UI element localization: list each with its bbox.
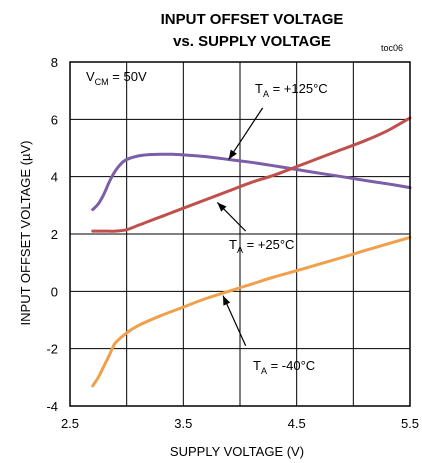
arrow-25c-head bbox=[217, 202, 227, 212]
series-label-25c: TA = +25°C bbox=[229, 237, 294, 255]
y-axis-label: INPUT OFFSET VOLTAGE (µV) bbox=[18, 141, 33, 326]
arrow-minus40c-head bbox=[223, 295, 231, 306]
x-tick-label: 5.5 bbox=[401, 416, 419, 431]
y-tick-label: 6 bbox=[51, 112, 58, 127]
x-tick-label: 2.5 bbox=[61, 416, 79, 431]
y-tick-label: -4 bbox=[46, 399, 58, 414]
x-axis-label: SUPPLY VOLTAGE (V) bbox=[170, 444, 304, 459]
y-tick-label: 4 bbox=[51, 170, 58, 185]
series-line-minus40c bbox=[91, 235, 412, 388]
figure-code: toc06 bbox=[381, 43, 403, 53]
chart-title-line-2: vs. SUPPLY VOLTAGE bbox=[173, 33, 331, 50]
grid bbox=[69, 61, 411, 407]
arrow-125c-line bbox=[228, 107, 264, 160]
arrow-125c-head bbox=[228, 149, 237, 160]
series-layer bbox=[91, 116, 412, 388]
series-label-minus40c: TA = -40°C bbox=[253, 358, 315, 376]
tick-labels: 2.5 3.5 4.5 5.5 8 6 4 2 0 -2 -4 bbox=[46, 55, 419, 431]
condition-label: VCM = 50V bbox=[86, 69, 147, 87]
y-tick-label: 0 bbox=[51, 284, 58, 299]
annotation-arrows bbox=[216, 107, 264, 347]
y-tick-label: 2 bbox=[51, 227, 58, 242]
series-line-125c bbox=[91, 152, 412, 212]
chart-title-line-1: INPUT OFFSET VOLTAGE bbox=[161, 11, 344, 28]
y-tick-label: -2 bbox=[46, 342, 58, 357]
series-line-25c bbox=[91, 116, 412, 233]
plot-frame bbox=[69, 61, 411, 407]
x-tick-label: 3.5 bbox=[174, 416, 192, 431]
x-tick-label: 4.5 bbox=[288, 416, 306, 431]
series-label-125c: TA = +125°C bbox=[255, 81, 328, 99]
y-tick-label: 8 bbox=[51, 55, 58, 70]
